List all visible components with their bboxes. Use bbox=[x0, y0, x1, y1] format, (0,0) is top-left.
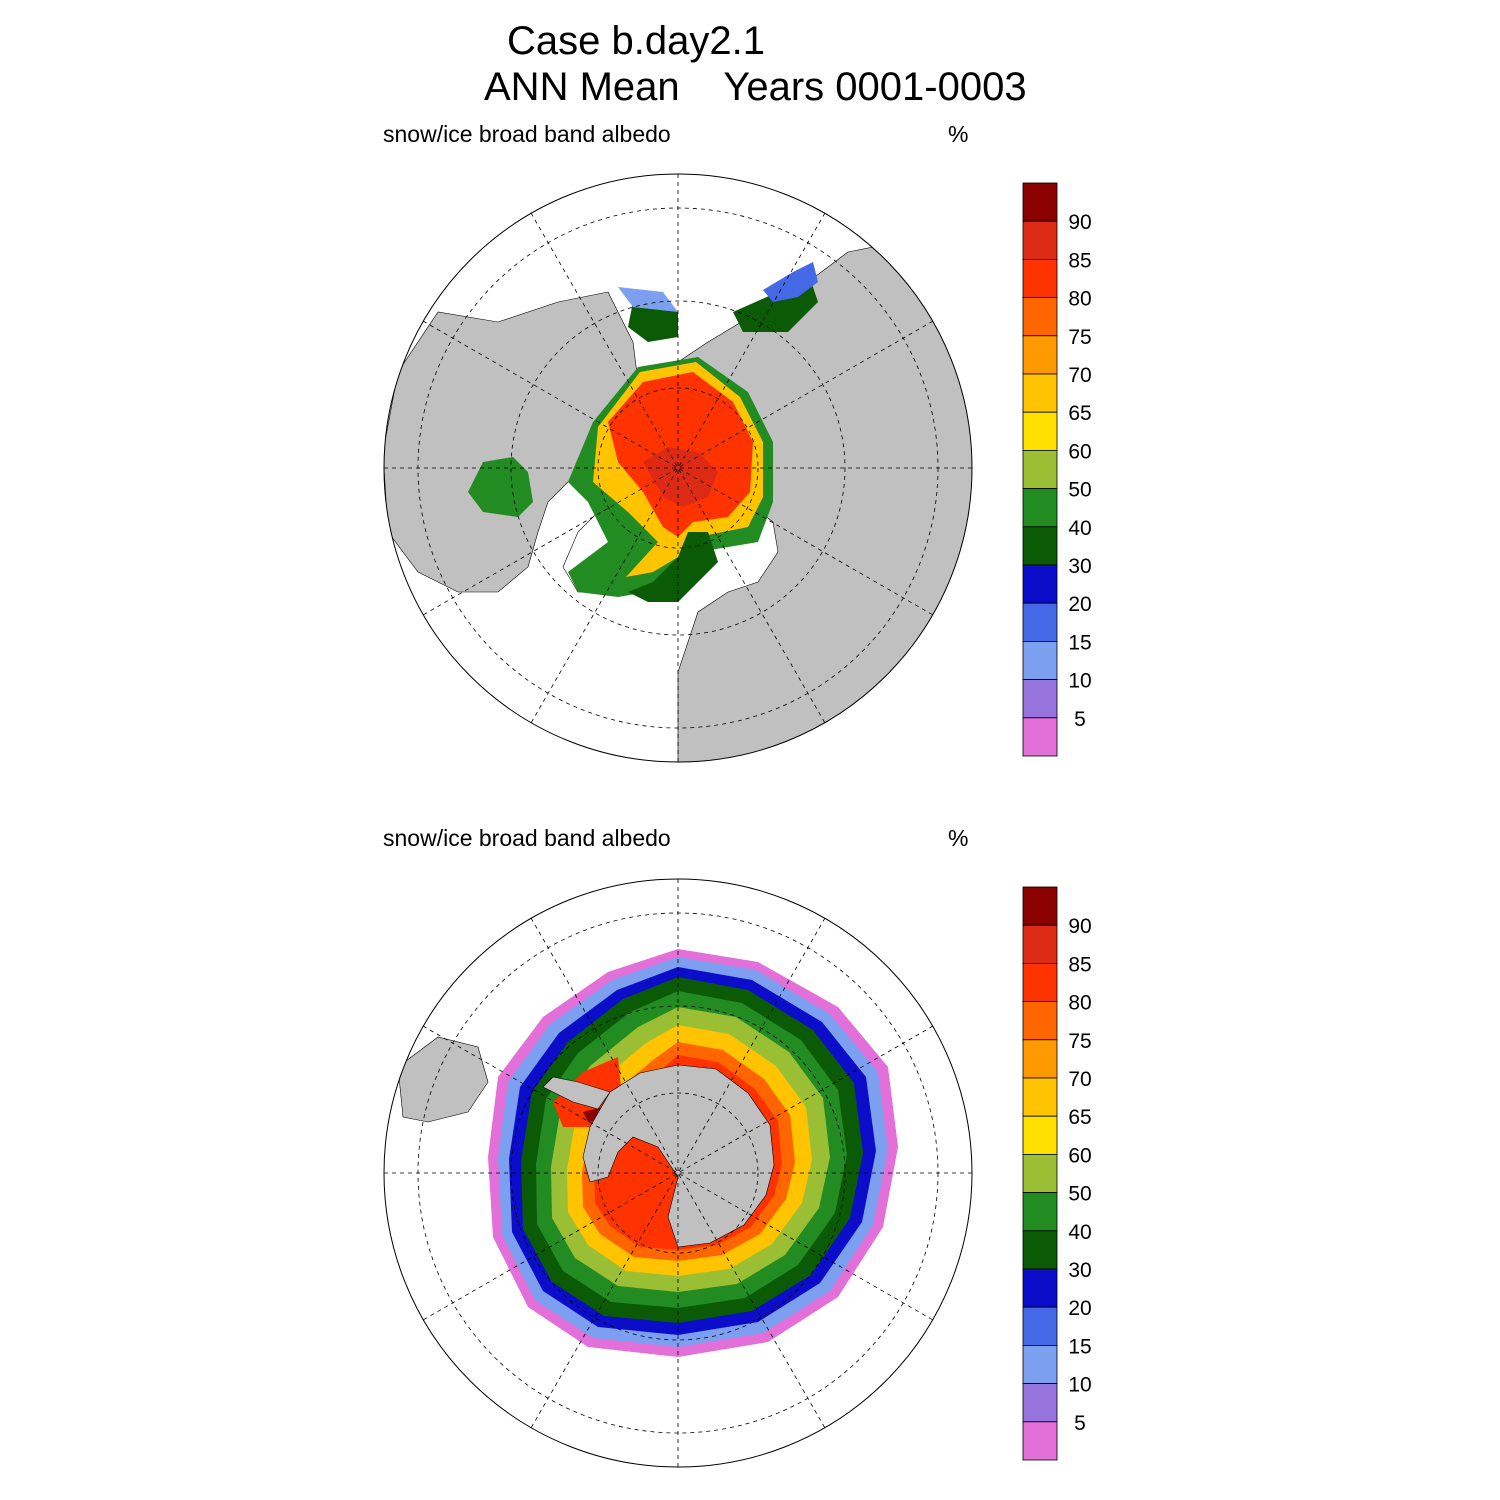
colorbar-label: 50 bbox=[1068, 1183, 1091, 1206]
south-land-peninsula bbox=[542, 1076, 611, 1110]
case-title: Case b.day2.1 bbox=[507, 19, 765, 63]
colorbar-box bbox=[1022, 449, 1058, 489]
colorbar-label: 85 bbox=[1068, 249, 1091, 272]
colorbar-box bbox=[1022, 411, 1058, 451]
colorbar-box bbox=[1022, 602, 1058, 642]
colorbar-label: 70 bbox=[1068, 1068, 1091, 1091]
colorbar-label: 5 bbox=[1074, 1412, 1086, 1435]
colorbar-label: 50 bbox=[1068, 479, 1091, 502]
colorbar-label: 60 bbox=[1068, 1144, 1091, 1167]
south-polar-map bbox=[383, 878, 973, 1468]
colorbar-box bbox=[1022, 1039, 1058, 1079]
colorbar-box bbox=[1022, 335, 1058, 375]
colorbar-box bbox=[1022, 924, 1058, 964]
panel-south-units: % bbox=[948, 825, 969, 851]
colorbar-label: 30 bbox=[1068, 1259, 1091, 1282]
colorbar-label: 75 bbox=[1068, 1030, 1091, 1053]
panel-south-title: snow/ice broad band albedo bbox=[383, 825, 671, 851]
colorbar-box bbox=[1022, 259, 1058, 299]
period-title: ANN Mean Years 0001-0003 bbox=[484, 65, 1027, 109]
colorbar-label: 90 bbox=[1068, 915, 1091, 938]
south-colorbar: 90 85 80 75 70 65 60 50 40 30 20 15 10 5 bbox=[1022, 886, 1092, 1461]
colorbar-label: 85 bbox=[1068, 953, 1091, 976]
colorbar-box bbox=[1022, 1001, 1058, 1041]
colorbar-box bbox=[1022, 1383, 1058, 1423]
colorbar-box bbox=[1022, 1344, 1058, 1384]
colorbar-box bbox=[1022, 526, 1058, 566]
colorbar-box bbox=[1022, 886, 1058, 926]
colorbar-label: 65 bbox=[1068, 402, 1091, 425]
colorbar-label: 65 bbox=[1068, 1106, 1091, 1129]
colorbar-box bbox=[1022, 297, 1058, 337]
colorbar-label: 70 bbox=[1068, 364, 1091, 387]
colorbar-label: 40 bbox=[1068, 517, 1091, 540]
colorbar-box bbox=[1022, 1153, 1058, 1193]
colorbar-label: 20 bbox=[1068, 1297, 1091, 1320]
north-ice-bering-edge bbox=[618, 287, 678, 312]
colorbar-label: 20 bbox=[1068, 593, 1091, 616]
colorbar-label: 40 bbox=[1068, 1221, 1091, 1244]
colorbar-label: 10 bbox=[1068, 670, 1091, 693]
colorbar-label: 30 bbox=[1068, 555, 1091, 578]
colorbar-box bbox=[1022, 488, 1058, 528]
colorbar-label: 5 bbox=[1074, 708, 1086, 731]
colorbar-box bbox=[1022, 1268, 1058, 1308]
colorbar-box bbox=[1022, 1077, 1058, 1117]
colorbar-box bbox=[1022, 220, 1058, 260]
north-ice-core bbox=[643, 447, 718, 507]
north-colorbar: 90 85 80 75 70 65 60 50 40 30 20 15 10 5 bbox=[1022, 182, 1092, 757]
colorbar-box bbox=[1022, 1230, 1058, 1270]
north-polar-map bbox=[383, 173, 973, 763]
north-ice-okhotsk-edge bbox=[763, 262, 818, 302]
colorbar-label: 15 bbox=[1068, 1335, 1091, 1358]
north-ice-bering bbox=[628, 302, 678, 342]
colorbar-box bbox=[1022, 373, 1058, 413]
colorbar-label: 10 bbox=[1068, 1374, 1091, 1397]
colorbar-box bbox=[1022, 679, 1058, 719]
colorbar-box bbox=[1022, 640, 1058, 680]
colorbar-label: 90 bbox=[1068, 211, 1091, 234]
colorbar-box bbox=[1022, 1421, 1058, 1461]
north-graticule bbox=[384, 174, 972, 762]
colorbar-label: 80 bbox=[1068, 992, 1091, 1015]
colorbar-box bbox=[1022, 1115, 1058, 1155]
panel-north-units: % bbox=[948, 121, 969, 147]
north-ice-hudson bbox=[468, 457, 533, 517]
north-ice-barents bbox=[628, 532, 718, 602]
colorbar-label: 80 bbox=[1068, 288, 1091, 311]
colorbar-box bbox=[1022, 717, 1058, 757]
colorbar-box bbox=[1022, 1306, 1058, 1346]
panel-north-title: snow/ice broad band albedo bbox=[383, 121, 671, 147]
colorbar-box bbox=[1022, 182, 1058, 222]
colorbar-label: 60 bbox=[1068, 440, 1091, 463]
colorbar-box bbox=[1022, 564, 1058, 604]
colorbar-label: 75 bbox=[1068, 326, 1091, 349]
colorbar-box bbox=[1022, 1192, 1058, 1232]
colorbar-label: 15 bbox=[1068, 631, 1091, 654]
south-graticule bbox=[384, 879, 972, 1467]
colorbar-box bbox=[1022, 963, 1058, 1003]
